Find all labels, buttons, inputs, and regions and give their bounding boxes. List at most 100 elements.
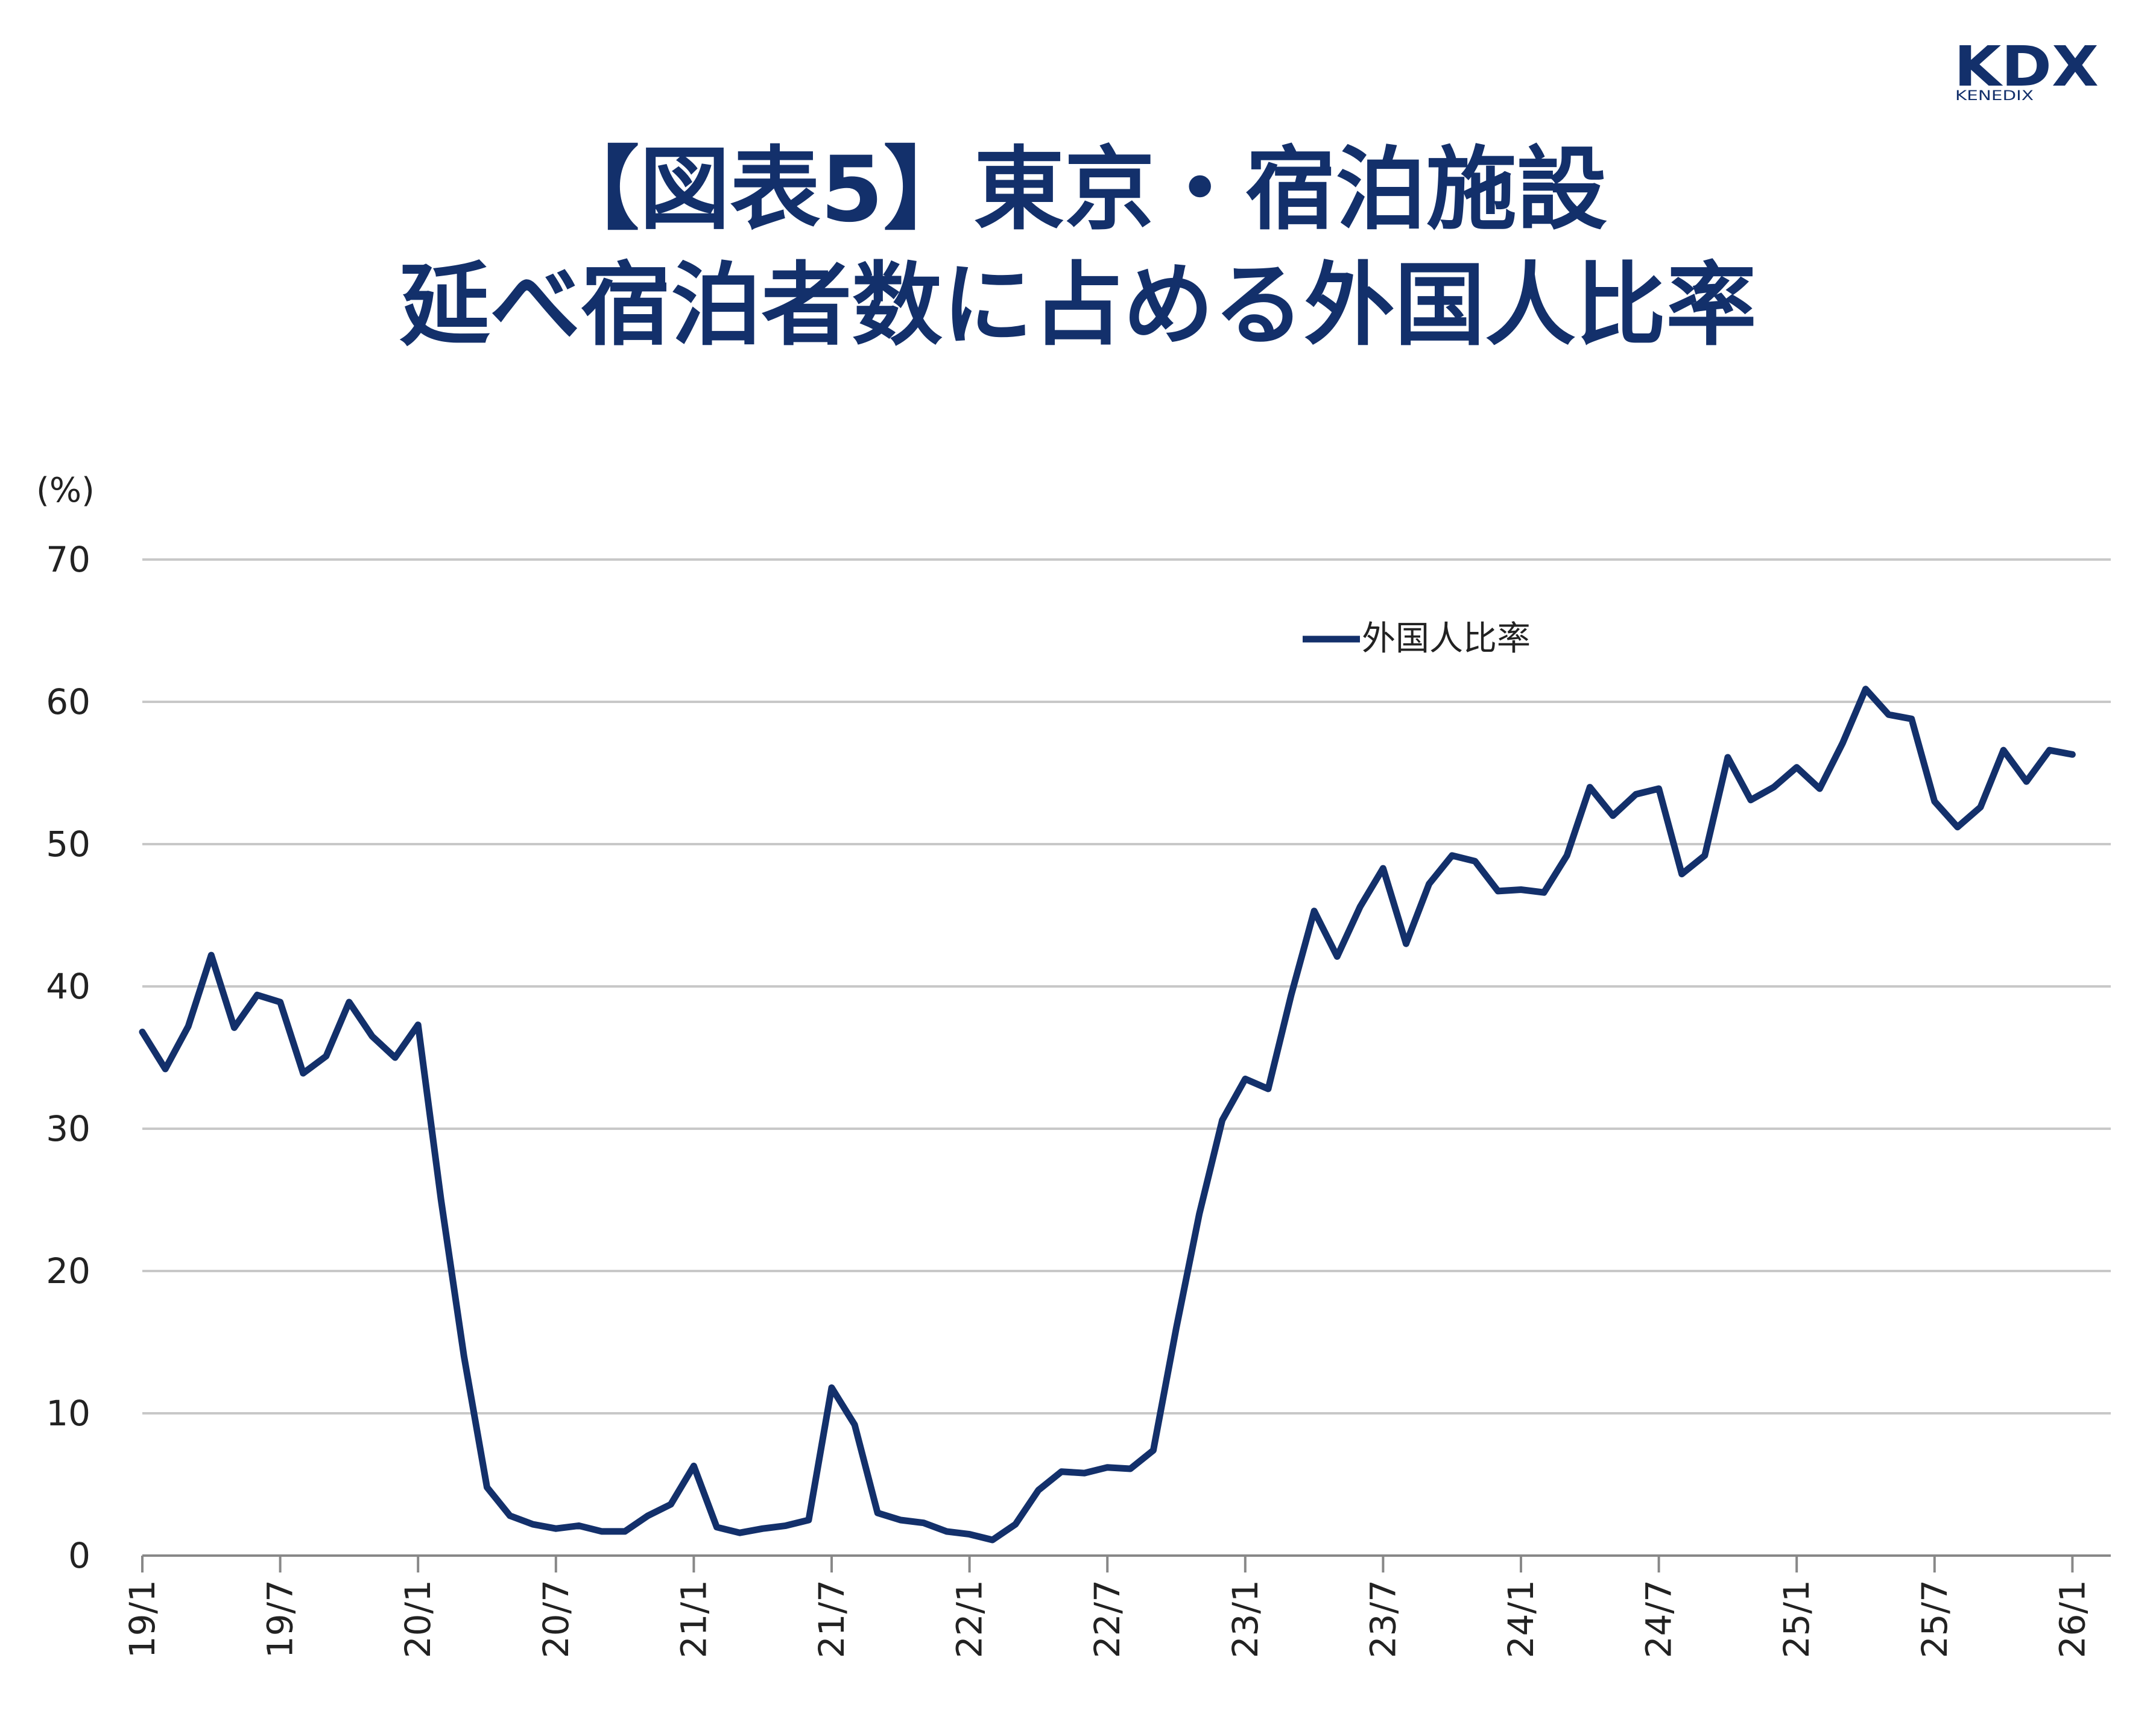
data-point [1105, 1465, 1110, 1469]
data-point [1680, 872, 1684, 876]
data-point [1266, 1087, 1270, 1091]
data-point [324, 1054, 328, 1058]
legend-label: 外国人比率 [1362, 619, 1531, 658]
x-tick-label: 21/7 [811, 1580, 852, 1658]
data-point [347, 1000, 351, 1004]
chart-title-line1: 【図表5】東京・宿泊施設 [549, 137, 1607, 242]
data-point [830, 1386, 833, 1390]
data-point [967, 1532, 972, 1536]
data-point [1725, 755, 1730, 760]
x-tick-label: 25/7 [1914, 1580, 1955, 1658]
data-point [370, 1034, 374, 1038]
x-tick-label: 22/7 [1087, 1580, 1128, 1658]
x-tick-label: 24/1 [1500, 1580, 1541, 1658]
data-point [1174, 1326, 1178, 1330]
data-point [1151, 1448, 1155, 1452]
data-point [990, 1538, 994, 1542]
x-axis: 19/1 19/7 20/1 20/7 21/1 21/7 22/1 22/7 23/1 23/7… [122, 1554, 2111, 1658]
x-tick-label: 19/7 [260, 1580, 301, 1658]
data-point [2025, 780, 2029, 784]
data-point [186, 1024, 191, 1029]
data-point [531, 1522, 535, 1527]
data-point [1588, 785, 1592, 789]
data-point [232, 1026, 236, 1030]
data-point [1427, 882, 1431, 886]
data-point [393, 1056, 397, 1059]
data-point [1358, 904, 1362, 909]
data-point [1335, 954, 1339, 959]
data-point [876, 1511, 880, 1515]
data-point [141, 1030, 144, 1034]
data-point [1060, 1469, 1063, 1474]
data-point [209, 953, 213, 957]
data-point [1702, 853, 1707, 857]
data-point [1519, 888, 1523, 892]
data-point [1864, 687, 1868, 691]
data-point [1243, 1077, 1247, 1081]
gridlines [142, 558, 2111, 1415]
data-point [1909, 717, 1914, 721]
series-group [139, 686, 2076, 1544]
data-point [623, 1529, 627, 1533]
x-tick-label: 26/1 [2052, 1580, 2093, 1658]
x-tick-label: 19/1 [122, 1580, 163, 1658]
logo-text: KDX [1954, 37, 2099, 99]
data-point [2002, 748, 2006, 752]
data-point [1404, 942, 1408, 946]
y-tick-label: 10 [46, 1393, 90, 1434]
data-point [783, 1524, 788, 1528]
data-point [1772, 785, 1776, 789]
y-tick-label: 70 [46, 539, 90, 580]
data-point [1818, 786, 1822, 790]
data-point [439, 1198, 443, 1202]
data-point [1036, 1488, 1040, 1492]
data-point [416, 1023, 420, 1027]
data-point [715, 1525, 719, 1529]
data-point [1197, 1212, 1201, 1216]
data-point [1611, 813, 1615, 818]
data-point [1955, 825, 1959, 829]
y-tick-label: 60 [46, 681, 90, 722]
y-tick-label: 0 [68, 1535, 90, 1576]
x-tick-label: 22/1 [949, 1580, 990, 1658]
data-point [554, 1527, 558, 1531]
x-tick-label: 23/7 [1362, 1580, 1403, 1658]
data-point [1841, 741, 1845, 745]
data-point [255, 993, 259, 997]
data-point [1634, 792, 1638, 796]
data-point [2070, 752, 2075, 757]
x-tick-label: 20/7 [536, 1580, 577, 1658]
data-point [646, 1513, 650, 1518]
data-point [1886, 713, 1891, 717]
data-point [462, 1354, 466, 1358]
data-point [692, 1464, 696, 1468]
data-point [1473, 859, 1477, 863]
data-point [738, 1531, 742, 1535]
y-tick-label: 50 [46, 824, 90, 865]
data-point [669, 1503, 673, 1507]
data-point [163, 1067, 168, 1071]
data-point [577, 1524, 581, 1528]
data-point [600, 1529, 604, 1533]
data-point [2047, 748, 2052, 752]
data-point [485, 1485, 489, 1489]
data-point [1932, 800, 1936, 804]
data-point [1128, 1467, 1133, 1471]
data-point [1381, 866, 1385, 871]
y-axis: 0 10 20 30 40 50 60 70 [46, 539, 90, 1576]
data-point [1312, 909, 1317, 913]
data-point [1289, 993, 1293, 997]
data-point [944, 1529, 949, 1533]
data-point [508, 1513, 512, 1518]
data-point [1795, 765, 1799, 769]
x-tick-label: 20/1 [397, 1580, 438, 1658]
data-point [278, 1000, 282, 1004]
x-tick-label: 23/1 [1225, 1580, 1266, 1658]
data-point [1496, 889, 1500, 893]
data-point [760, 1527, 765, 1531]
x-tick-label: 21/1 [673, 1580, 714, 1658]
data-point [1749, 798, 1753, 802]
legend: 外国人比率 [1303, 619, 1531, 658]
logo-subtext: KENEDIX [1955, 89, 2034, 104]
